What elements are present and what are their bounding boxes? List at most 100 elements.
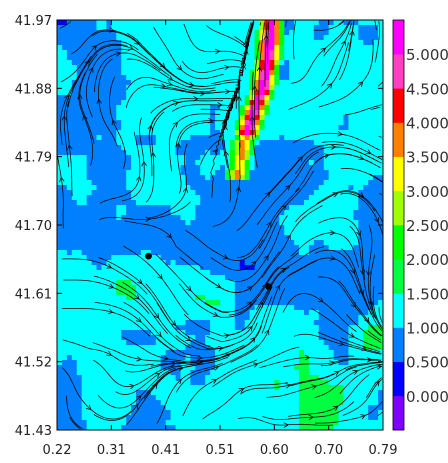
heatmap-cell bbox=[76, 245, 83, 251]
heatmap-cell bbox=[111, 90, 117, 96]
heatmap-cell bbox=[373, 235, 379, 241]
heatmap-cell bbox=[155, 50, 162, 56]
heatmap-cell bbox=[368, 255, 374, 261]
heatmap-cell bbox=[264, 100, 270, 106]
heatmap-cell bbox=[328, 200, 335, 206]
heatmap-cell bbox=[274, 130, 280, 136]
heatmap-cell bbox=[131, 345, 137, 351]
heatmap-cell bbox=[116, 155, 122, 161]
heatmap-cell bbox=[308, 25, 315, 31]
heatmap-cell bbox=[106, 100, 112, 106]
heatmap-cell bbox=[57, 35, 63, 41]
heatmap-cell bbox=[338, 135, 344, 141]
heatmap-cell bbox=[274, 155, 280, 161]
heatmap-cell bbox=[71, 260, 78, 266]
heatmap-cell bbox=[284, 305, 290, 311]
heatmap-cell bbox=[363, 160, 369, 166]
heatmap-cell bbox=[338, 85, 344, 91]
heatmap-cell bbox=[76, 145, 83, 151]
heatmap-cell bbox=[150, 90, 157, 96]
heatmap-cell bbox=[190, 95, 196, 101]
heatmap-cell bbox=[358, 260, 364, 266]
heatmap-cell bbox=[294, 255, 300, 261]
heatmap-cell bbox=[348, 290, 354, 296]
heatmap-cell bbox=[121, 245, 127, 251]
heatmap-cell bbox=[205, 75, 211, 81]
heatmap-cell bbox=[106, 230, 112, 236]
heatmap-cell bbox=[274, 315, 280, 321]
heatmap-cell bbox=[363, 335, 369, 341]
heatmap-cell bbox=[140, 315, 147, 321]
heatmap-cell bbox=[180, 385, 186, 391]
heatmap-cell bbox=[259, 310, 265, 316]
heatmap-cell bbox=[116, 160, 122, 166]
heatmap-cell bbox=[71, 355, 78, 361]
heatmap-cell bbox=[140, 325, 147, 331]
heatmap-cell bbox=[91, 390, 97, 396]
heatmap-cell bbox=[165, 175, 172, 181]
heatmap-cell bbox=[190, 30, 196, 36]
heatmap-cell bbox=[175, 325, 181, 331]
heatmap-cell bbox=[289, 340, 295, 346]
heatmap-cell bbox=[185, 20, 191, 26]
heatmap-cell bbox=[239, 305, 246, 311]
heatmap-cell bbox=[210, 235, 216, 241]
heatmap-cell bbox=[215, 145, 221, 151]
heatmap-cell bbox=[353, 180, 359, 186]
heatmap-cell bbox=[249, 295, 255, 301]
heatmap-cell bbox=[259, 315, 265, 321]
heatmap-cell bbox=[269, 55, 275, 61]
heatmap-cell bbox=[210, 290, 216, 296]
heatmap-cell bbox=[185, 85, 191, 91]
heatmap-cell bbox=[96, 140, 102, 146]
heatmap-cell bbox=[91, 290, 97, 296]
heatmap-cell bbox=[269, 255, 275, 261]
heatmap-cell bbox=[200, 260, 206, 266]
heatmap-cell bbox=[358, 360, 364, 366]
heatmap-cell bbox=[200, 325, 206, 331]
heatmap-cell bbox=[229, 20, 236, 26]
heatmap-cell bbox=[160, 100, 167, 106]
heatmap-cell bbox=[224, 95, 231, 101]
heatmap-cell bbox=[274, 105, 280, 111]
heatmap-cell bbox=[155, 105, 162, 111]
heatmap-cell bbox=[81, 265, 88, 271]
heatmap-cell bbox=[318, 85, 325, 91]
heatmap-cell bbox=[299, 170, 305, 176]
heatmap-cell bbox=[224, 225, 231, 231]
heatmap-cell bbox=[57, 80, 63, 86]
heatmap-cell bbox=[165, 295, 172, 301]
heatmap-cell bbox=[254, 40, 260, 46]
heatmap-cell bbox=[343, 385, 349, 391]
heatmap-cell bbox=[61, 55, 68, 61]
heatmap-cell bbox=[313, 240, 320, 246]
heatmap-cell bbox=[57, 310, 63, 316]
heatmap-cell bbox=[91, 285, 97, 291]
heatmap-cell bbox=[136, 205, 142, 211]
heatmap-cell bbox=[96, 320, 102, 326]
heatmap-cell bbox=[363, 55, 369, 61]
heatmap-cell bbox=[116, 85, 122, 91]
heatmap-cell bbox=[373, 260, 379, 266]
heatmap-cell bbox=[190, 310, 196, 316]
heatmap-cell bbox=[358, 275, 364, 281]
heatmap-cell bbox=[175, 360, 181, 366]
heatmap-cell bbox=[229, 190, 236, 196]
heatmap-cell bbox=[308, 335, 315, 341]
heatmap-cell bbox=[165, 65, 172, 71]
heatmap-cell bbox=[289, 295, 295, 301]
heatmap-cell bbox=[373, 210, 379, 216]
heatmap-cell bbox=[308, 155, 315, 161]
heatmap-cell bbox=[299, 95, 305, 101]
heatmap-cell bbox=[229, 390, 236, 396]
heatmap-cell bbox=[96, 370, 102, 376]
heatmap-cell bbox=[180, 395, 186, 401]
heatmap-cell bbox=[91, 70, 97, 76]
heatmap-cell bbox=[140, 290, 147, 296]
heatmap-cell bbox=[313, 180, 320, 186]
heatmap-cell bbox=[348, 185, 354, 191]
heatmap-cell bbox=[136, 20, 142, 26]
heatmap-cell bbox=[289, 315, 295, 321]
heatmap-cell bbox=[220, 300, 226, 306]
heatmap-cell bbox=[131, 290, 137, 296]
